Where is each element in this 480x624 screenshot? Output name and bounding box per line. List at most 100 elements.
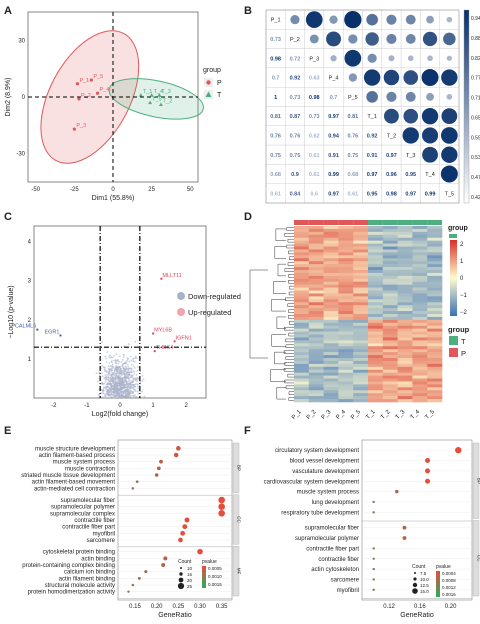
go-term-dot: [135, 480, 139, 484]
heatmap-cell: [412, 316, 428, 321]
go-term-dot: [159, 459, 163, 464]
heatmap-cell: [323, 228, 339, 233]
volcano-point: [122, 363, 125, 365]
go-term-dot: [372, 588, 375, 592]
heatmap-cell: [338, 316, 354, 321]
corr-diagonal-label: P_5: [348, 95, 358, 101]
corr-circle: [403, 70, 419, 85]
column-label: T_1: [365, 409, 377, 421]
corr-value: 0.75: [347, 153, 358, 159]
heatmap-cell: [427, 281, 443, 285]
volcano-point: [120, 361, 123, 363]
heatmap-cell: [323, 340, 339, 344]
volcano-point: [126, 395, 129, 398]
volcano-point: [113, 354, 115, 357]
column-label: P_2: [306, 409, 318, 421]
volcano-point: [107, 365, 110, 367]
pca-point-label: P_2: [81, 93, 91, 99]
corr-circle: [305, 11, 323, 29]
corr-value: 0.81: [347, 114, 358, 120]
volcano-point: [127, 379, 130, 382]
volcano-point: [114, 368, 117, 371]
highlighted-gene-point: [153, 349, 156, 353]
row-dendrogram: [249, 227, 294, 401]
heatmap-cell: [368, 240, 384, 244]
gene-label: MLLT11: [162, 273, 181, 279]
heatmap-cell: [338, 319, 354, 324]
heatmap-cell: [397, 331, 413, 335]
heatmap-cell: [427, 228, 443, 233]
volcano-point: [116, 387, 119, 390]
column-label: T_2: [380, 409, 392, 421]
heatmap-cell: [294, 296, 310, 300]
heatmap-cell: [427, 396, 443, 400]
volcano-point: [115, 353, 118, 356]
heatmap-cell: [397, 319, 413, 324]
heatmap-cell: [397, 290, 413, 294]
heatmap-cell: [353, 325, 369, 329]
heatmap-cell: [323, 343, 339, 347]
corr-circle: [441, 69, 458, 86]
volcano-point: [133, 357, 135, 360]
count-legend-dot: [413, 577, 417, 581]
heatmap-cell: [353, 393, 369, 397]
heatmap-cell: [353, 226, 369, 230]
volcano-point: [137, 392, 139, 395]
heatmap-cell: [368, 375, 384, 379]
heatmap-cell: [382, 331, 398, 335]
heatmap-cell: [294, 366, 310, 371]
heatmap-cell: [397, 261, 413, 265]
corr-circle: [290, 15, 300, 25]
group-annotation-bar: [323, 220, 339, 225]
heatmap-cell: [323, 363, 339, 368]
heatmap-cell: [353, 328, 369, 332]
volcano-point: [128, 393, 131, 396]
heatmap-cell: [382, 328, 398, 332]
pvalue-legend-label: 0.0016: [442, 592, 456, 597]
heatmap-cell: [382, 249, 398, 253]
heatmap-cell: [412, 349, 428, 353]
corr-circle: [344, 49, 362, 67]
corr-circle: [386, 33, 397, 45]
volcano-point: [118, 382, 121, 385]
go-term-label: myofibril: [337, 588, 359, 594]
volcano-point: [108, 393, 111, 396]
heatmap-cell: [382, 311, 398, 315]
volcano-point: [104, 376, 107, 379]
heatmap-cell: [382, 396, 398, 400]
volcano-point: [132, 365, 135, 368]
heatmap-cell: [427, 319, 443, 324]
heatmap-cell: [323, 281, 339, 285]
volcano-point: [112, 359, 115, 362]
heatmap-cell: [308, 393, 324, 397]
heatmap-cell: [308, 319, 324, 324]
heatmap-cell: [353, 349, 369, 353]
volcano-point: [108, 387, 111, 390]
heatmap-cell: [308, 328, 324, 332]
heatmap-cell: [294, 284, 310, 288]
volcano-point: [103, 368, 106, 371]
group-legend-title: group: [448, 325, 470, 334]
heatmap-cell: [368, 270, 384, 274]
heatmap-cell: [427, 284, 443, 288]
heatmap-cell: [294, 278, 310, 283]
volcano-point: [116, 376, 119, 379]
go-term-dot: [372, 547, 375, 550]
heatmap-cell: [382, 319, 398, 324]
heatmap-cell: [382, 340, 398, 344]
corr-circle: [422, 31, 438, 47]
heatmap-cell: [382, 246, 398, 250]
y-tick: 1: [28, 357, 32, 363]
volcano-point: [123, 375, 126, 378]
heatmap-cell: [308, 305, 324, 309]
heatmap-cell: [382, 360, 398, 365]
go-term-label: myofibril: [93, 531, 115, 537]
count-legend-label: 15.0: [420, 589, 429, 594]
corr-value: 0.76: [270, 133, 281, 139]
heatmap-cell: [368, 305, 384, 309]
volcano-point: [116, 392, 118, 395]
heatmap-cell: [294, 249, 310, 253]
corr-value: 0.97: [328, 191, 339, 197]
colorbar-tick: 0.94: [471, 16, 480, 22]
